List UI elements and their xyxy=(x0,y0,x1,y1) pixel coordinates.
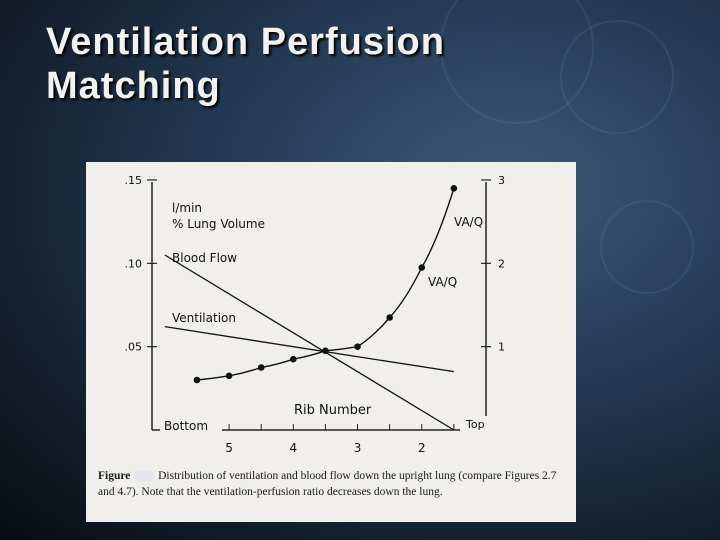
x-axis-tick-label: 5 xyxy=(225,441,233,455)
left-axis-unit-2: % Lung Volume xyxy=(172,217,265,231)
caption-text: Distribution of ventilation and blood fl… xyxy=(98,470,557,498)
caption-label: Figure xyxy=(98,470,131,482)
va-q-point xyxy=(322,347,329,355)
x-axis-tick-label: 4 xyxy=(289,441,297,455)
slide-title: Ventilation Perfusion Matching xyxy=(46,20,606,108)
right-axis-tick-label: 1 xyxy=(498,341,505,354)
va-q-point xyxy=(257,364,265,371)
vaq-label-lower: VA/Q xyxy=(428,275,457,289)
decorative-ring xyxy=(560,20,674,134)
x-axis-tick-label: 3 xyxy=(354,441,362,455)
x-axis-tick-label: 2 xyxy=(418,441,426,455)
va-q-point xyxy=(450,185,458,192)
right-axis-tick-label: 2 xyxy=(498,257,505,270)
va-q-point xyxy=(193,376,201,384)
ventilation-line xyxy=(164,326,454,373)
x-end-label-top: Top xyxy=(465,418,485,431)
title-line-1: Ventilation Perfusion xyxy=(46,21,445,63)
x-axis-title: Rib Number xyxy=(294,403,372,418)
title-line-2: Matching xyxy=(46,65,221,107)
vaq-label-upper: VA/Q xyxy=(454,215,483,229)
left-axis-tick-label: .15 xyxy=(125,174,143,187)
right-axis-tick-label: 3 xyxy=(498,174,505,187)
decorative-ring xyxy=(600,200,694,294)
va-q-point xyxy=(354,343,361,350)
x-end-label-bottom: Bottom xyxy=(164,419,208,433)
va-q-point xyxy=(290,355,297,363)
left-axis-tick-label: .05 xyxy=(125,341,143,354)
va-q-point xyxy=(418,264,426,271)
blood-flow-line xyxy=(164,254,455,431)
figure-panel: .05 .10 .15 1 2 3 5 4 3 2 Blood Flow Ventilation VA/… xyxy=(86,162,576,522)
blood-flow-label: Blood Flow xyxy=(172,251,237,265)
figure-caption: Figure Distribution of ventilation and b… xyxy=(98,468,568,500)
va-q-point xyxy=(225,372,233,380)
ventilation-perfusion-chart: .05 .10 .15 1 2 3 5 4 3 2 Blood Flow Ventilation VA/… xyxy=(125,174,506,455)
va-q-point xyxy=(386,314,393,321)
left-axis-unit-1: l/min xyxy=(172,201,202,215)
left-axis-tick-label: .10 xyxy=(125,257,143,270)
ventilation-label: Ventilation xyxy=(172,311,236,325)
figure-number-mark xyxy=(133,470,156,483)
